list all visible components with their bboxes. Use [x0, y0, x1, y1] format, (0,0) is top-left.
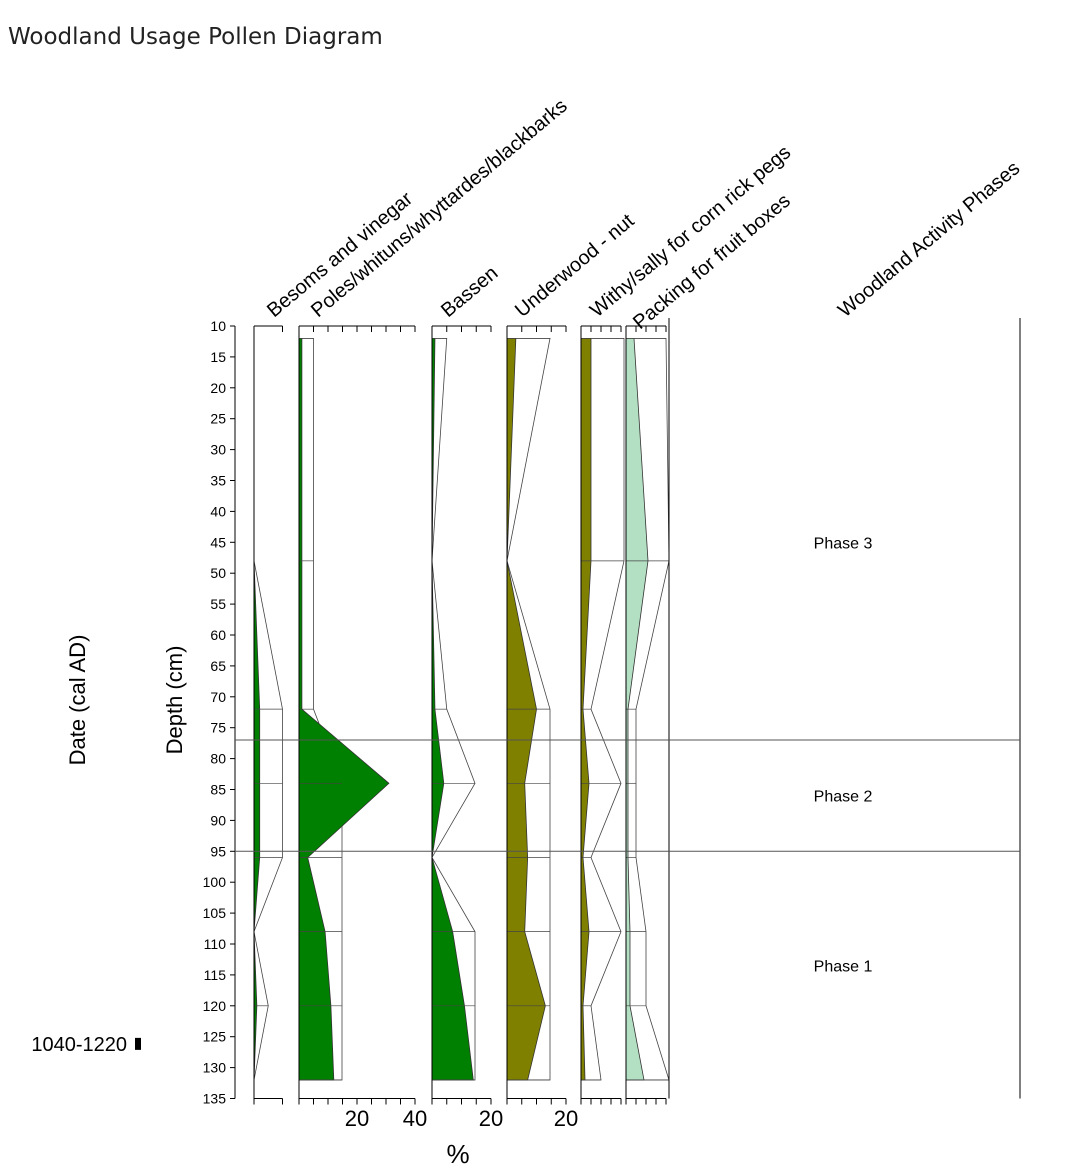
depth-tick-label: 15	[210, 349, 226, 365]
depth-tick-label: 40	[210, 503, 226, 519]
depth-axis-label: Depth (cm)	[162, 646, 187, 755]
depth-tick-label: 100	[203, 874, 227, 890]
depth-tick-label: 110	[204, 936, 227, 952]
zones-title: Woodland Activity Phases	[834, 157, 1024, 322]
depth-tick-label: 85	[210, 782, 226, 798]
panel-tick-label: 20	[479, 1106, 503, 1131]
date-axis-label: Date (cal AD)	[65, 635, 90, 766]
zone-label: Phase 1	[814, 959, 873, 976]
depth-tick-label: 120	[203, 998, 227, 1014]
depth-tick-label: 10	[210, 318, 226, 334]
x-axis-label: %	[446, 1139, 469, 1165]
depth-tick-label: 30	[210, 442, 226, 458]
depth-tick-label: 75	[210, 720, 226, 736]
depth-tick-label: 95	[210, 843, 226, 859]
date-label: 1040-1220	[31, 1034, 127, 1056]
depth-tick-label: 125	[203, 1029, 227, 1045]
series-panel: 20 Bassen	[431, 262, 503, 1131]
depth-tick-label: 105	[203, 905, 227, 921]
depth-tick-label: 80	[210, 751, 226, 767]
depth-tick-label: 55	[210, 596, 226, 612]
date-marker	[135, 1037, 141, 1050]
depth-tick-label: 45	[210, 534, 226, 550]
depth-tick-label: 65	[210, 658, 226, 674]
depth-tick-label: 50	[210, 565, 226, 581]
panel-tick-label: 20	[554, 1106, 578, 1131]
chart-title: Woodland Usage Pollen Diagram	[8, 24, 383, 50]
depth-tick-label: 90	[210, 812, 226, 828]
depth-tick-label: 20	[210, 380, 226, 396]
depth-tick-label: 135	[203, 1091, 227, 1107]
zone-label: Phase 2	[814, 789, 873, 806]
panel-tick-label: 20	[345, 1106, 369, 1131]
panel-tick-label: 40	[403, 1106, 427, 1131]
depth-tick-label: 35	[210, 473, 226, 489]
zone-label: Phase 3	[814, 535, 873, 552]
depth-tick-label: 115	[204, 967, 227, 983]
series-panel: Packing for fruit boxes	[625, 190, 795, 1105]
depth-tick-label: 70	[210, 689, 226, 705]
series-name: Bassen	[437, 262, 502, 322]
depth-tick-label: 60	[210, 627, 226, 643]
depth-tick-label: 25	[210, 411, 226, 427]
depth-tick-label: 130	[203, 1060, 227, 1076]
axes: 10 15 20 25 30 35 40 45 50 55 60 65 70 75 80 85 90 95 100 1…	[31, 318, 236, 1107]
